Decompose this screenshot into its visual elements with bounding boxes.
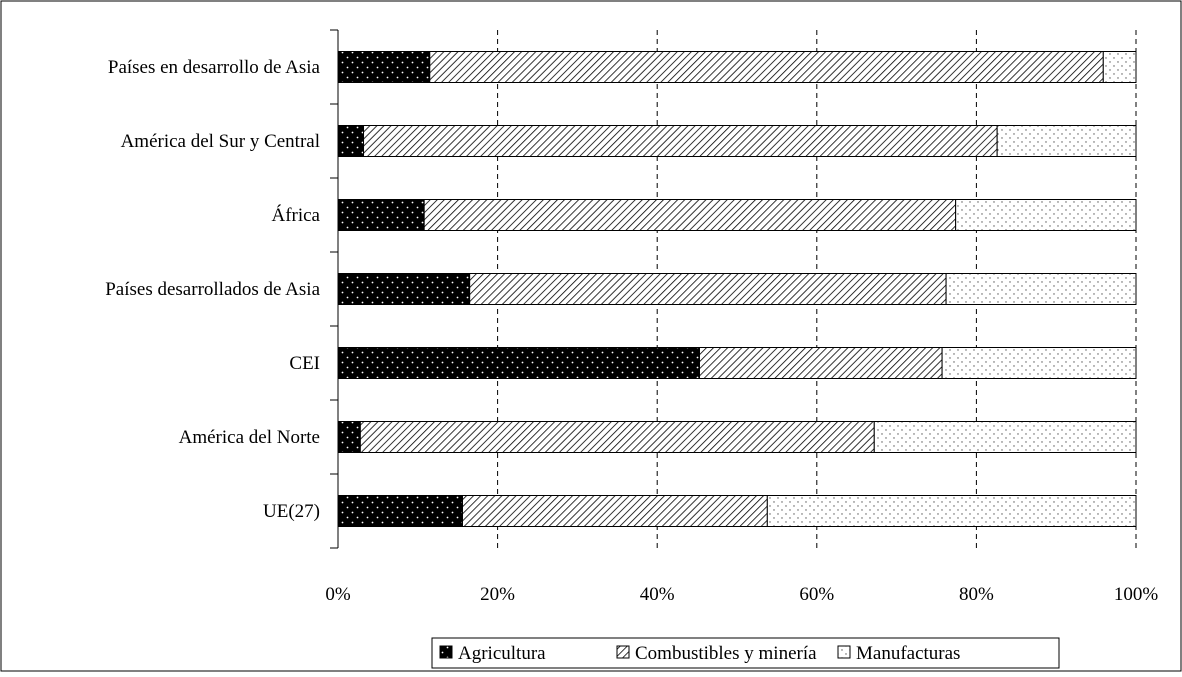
bar-segment-agricultura (337, 199, 425, 231)
x-tick-label: 60% (799, 584, 834, 605)
legend-label: Agricultura (458, 643, 546, 664)
bar-segment-manufacturas (873, 421, 1137, 453)
category-label: Países en desarrollo de Asia (108, 57, 321, 78)
legend: Agricultura Combustibles y minería Manufac… (431, 637, 1060, 669)
bar-segment-agricultura (337, 347, 700, 379)
legend-swatch (439, 645, 453, 659)
legend-swatch (837, 645, 851, 659)
bar-segment-combustibles-y-miner-a (359, 421, 875, 453)
bar-segment-agricultura (337, 125, 365, 157)
bar-segment-combustibles-y-miner-a (469, 273, 947, 305)
bar-segment-combustibles-y-miner-a (698, 347, 943, 379)
category-label: UE(27) (263, 501, 320, 522)
legend-label: Combustibles y minería (635, 643, 817, 664)
bar-segment-agricultura (337, 495, 463, 527)
category-label: América del Sur y Central (121, 131, 320, 152)
x-tick-label: 40% (640, 584, 675, 605)
bar-segment-manufacturas (996, 125, 1137, 157)
bar-segment-manufacturas (955, 199, 1137, 231)
legend-box (431, 637, 1060, 669)
bar-segment-manufacturas (1102, 51, 1137, 83)
category-label: África (271, 204, 320, 226)
category-label: América del Norte (179, 427, 320, 448)
bar-segment-agricultura (337, 421, 361, 453)
x-tick-label: 0% (325, 584, 351, 605)
legend-label: Manufacturas (856, 643, 960, 664)
legend-swatch (616, 645, 630, 659)
bar-segment-manufacturas (766, 495, 1137, 527)
bars (337, 51, 1137, 527)
bar-segment-combustibles-y-miner-a (363, 125, 998, 157)
category-label: Países desarrollados de Asia (105, 279, 320, 300)
category-label: CEI (289, 353, 320, 374)
bar-segment-manufacturas (945, 273, 1137, 305)
bar-segment-combustibles-y-miner-a (461, 495, 768, 527)
x-tick-label: 20% (480, 584, 515, 605)
x-tick-label: 100% (1114, 584, 1159, 605)
bar-segment-agricultura (337, 51, 431, 83)
bar-segment-manufacturas (941, 347, 1137, 379)
x-tick-label: 80% (959, 584, 994, 605)
bar-segment-agricultura (337, 273, 471, 305)
bar-segment-combustibles-y-miner-a (423, 199, 957, 231)
axes (330, 29, 339, 549)
labels: Países en desarrollo de Asia América del … (105, 57, 1158, 605)
bar-segment-combustibles-y-miner-a (429, 51, 1104, 83)
